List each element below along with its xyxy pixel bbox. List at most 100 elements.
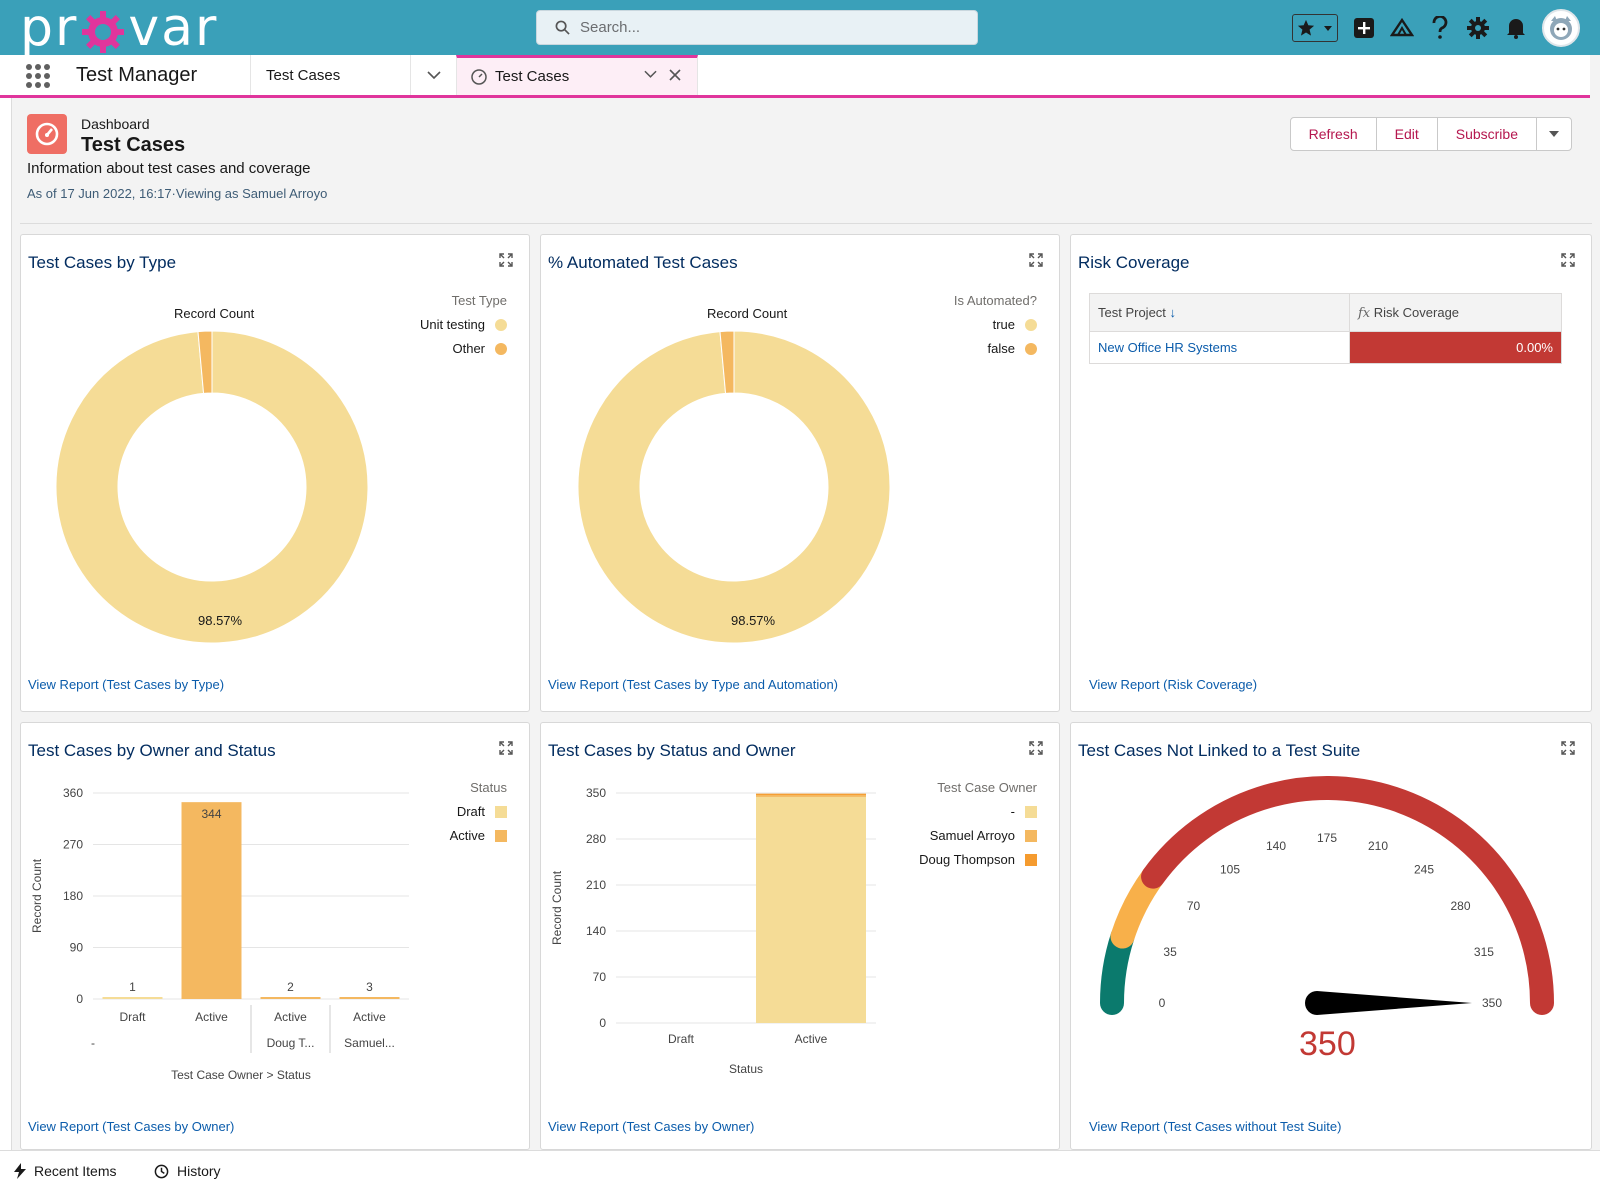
gauge-value-label: 350 — [1299, 1025, 1356, 1063]
bell-icon — [1507, 19, 1525, 39]
x-axis-label: Status — [729, 1062, 763, 1076]
view-report-link[interactable]: View Report (Risk Coverage) — [1089, 677, 1258, 692]
x-tick-label: Draft — [119, 1010, 146, 1024]
global-create-button[interactable] — [1352, 16, 1376, 40]
utility-bar: Recent Items History — [0, 1150, 1600, 1194]
astro-avatar-icon — [1550, 16, 1572, 40]
card-title: Test Cases by Status and Owner — [548, 741, 796, 760]
y-tick-label: 280 — [586, 832, 606, 846]
x-tick-label: Active — [353, 1010, 386, 1024]
workspace-tab-label: Test Cases — [495, 68, 570, 85]
dashboard-header: Dashboard Test Cases Information about t… — [20, 101, 1592, 224]
card-test-cases-by-type: Test Cases by Type Record Count Test Typ… — [20, 234, 530, 712]
y-axis-label: Record Count — [550, 870, 564, 945]
expand-icon[interactable] — [1029, 741, 1043, 755]
legend-item: Active — [450, 828, 507, 843]
y-tick-label: 180 — [63, 889, 83, 903]
notifications-button[interactable] — [1504, 16, 1528, 40]
nav-item-test-cases[interactable]: Test Cases — [250, 55, 410, 95]
y-tick-label: 0 — [599, 1016, 606, 1030]
favorites-button[interactable] — [1292, 14, 1338, 42]
refresh-button[interactable]: Refresh — [1291, 118, 1377, 150]
y-tick-label: 270 — [63, 838, 83, 852]
bar — [260, 997, 321, 999]
dashboard-timestamp: As of 17 Jun 2022, 16:17·Viewing as Samu… — [27, 186, 328, 201]
workspace-tab-test-cases[interactable]: Test Cases — [456, 55, 698, 95]
gauge-tick-label: 245 — [1414, 863, 1434, 877]
legend-title: Is Automated? — [953, 293, 1037, 308]
dashboard-icon — [27, 114, 67, 154]
chevron-down-icon[interactable] — [644, 69, 657, 79]
edit-button[interactable]: Edit — [1377, 118, 1438, 150]
search-placeholder: Search... — [580, 19, 641, 36]
chevron-down-icon — [426, 71, 441, 80]
global-search-input[interactable]: Search... — [536, 10, 978, 45]
expand-icon[interactable] — [499, 253, 513, 267]
subscribe-button[interactable]: Subscribe — [1438, 118, 1537, 150]
donut-slice — [197, 330, 213, 394]
card-title: Test Cases by Type — [28, 253, 177, 272]
logo-text-left: pr — [20, 0, 79, 58]
donut-value-label: 98.57% — [731, 613, 776, 628]
expand-icon[interactable] — [1029, 253, 1043, 267]
plus-icon — [1354, 18, 1374, 38]
history-button[interactable]: History — [154, 1163, 221, 1179]
donut-slice — [719, 330, 735, 394]
card-title: Test Cases by Owner and Status — [28, 741, 276, 760]
gauge-tick-label: 280 — [1450, 899, 1470, 913]
app-launcher-icon[interactable] — [26, 64, 50, 88]
chevron-down-icon — [1549, 131, 1559, 137]
lightning-icon — [14, 1163, 26, 1179]
trailhead-button[interactable] — [1390, 16, 1414, 40]
view-report-link[interactable]: View Report (Test Cases without Test Sui… — [1089, 1119, 1342, 1134]
legend-item: - — [1011, 804, 1037, 819]
y-tick-label: 360 — [63, 786, 83, 800]
project-link[interactable]: New Office HR Systems — [1089, 331, 1350, 364]
left-edge-panel — [0, 98, 12, 1150]
user-avatar[interactable] — [1542, 9, 1580, 47]
search-icon — [555, 20, 570, 35]
y-axis-label: Record Count — [30, 858, 44, 933]
gauge-tick-label: 0 — [1159, 996, 1166, 1010]
card-status-and-owner: Test Cases by Status and Owner Test Case… — [540, 722, 1060, 1150]
help-button[interactable] — [1428, 16, 1452, 40]
expand-icon[interactable] — [1561, 741, 1575, 755]
y-tick-label: 140 — [586, 924, 606, 938]
gauge-tick-label: 315 — [1474, 945, 1494, 959]
gauge-tick-label: 70 — [1187, 899, 1201, 913]
column-header-test-project[interactable]: Test Project ↓ — [1089, 293, 1350, 332]
dashboard-actions: Refresh Edit Subscribe — [1289, 117, 1572, 151]
card-title: % Automated Test Cases — [548, 253, 738, 272]
page-title: Test Cases — [81, 134, 186, 156]
more-actions-button[interactable] — [1537, 118, 1571, 150]
settings-gear-icon — [1467, 17, 1489, 39]
x-tick-label: Draft — [668, 1032, 695, 1046]
view-report-link[interactable]: View Report (Test Cases by Type and Auto… — [548, 677, 839, 692]
nav-item-menu-button[interactable] — [410, 55, 456, 95]
y-tick-label: 350 — [586, 786, 606, 800]
column-header-risk-coverage[interactable]: fx Risk Coverage — [1349, 293, 1562, 332]
table-row: New Office HR Systems 0.00% — [1089, 331, 1562, 364]
expand-icon[interactable] — [1561, 253, 1575, 267]
dashboard-description: Information about test cases and coverag… — [27, 160, 311, 177]
view-report-link[interactable]: View Report (Test Cases by Type) — [28, 677, 225, 692]
expand-icon[interactable] — [499, 741, 513, 755]
gauge-tick-label: 350 — [1482, 996, 1502, 1010]
close-icon[interactable] — [669, 69, 681, 81]
gauge-chart: 0 35 70 105 140 175 210 245 280 315 350 — [1100, 776, 1554, 1015]
y-tick-label: 70 — [593, 970, 607, 984]
x-group-label: Samuel... — [344, 1036, 395, 1050]
app-name: Test Manager — [76, 64, 198, 86]
view-report-link[interactable]: View Report (Test Cases by Owner) — [28, 1119, 235, 1134]
view-report-link[interactable]: View Report (Test Cases by Owner) — [548, 1119, 755, 1134]
legend-title: Status — [470, 780, 507, 795]
donut-slice — [577, 330, 891, 644]
legend-item: Draft — [457, 804, 507, 819]
clock-icon — [154, 1164, 169, 1178]
provar-logo[interactable]: pr var — [20, 0, 218, 58]
setup-button[interactable] — [1466, 16, 1490, 40]
recent-items-button[interactable]: Recent Items — [14, 1163, 116, 1179]
dashboard-gauge-icon — [35, 122, 59, 146]
y-tick-label: 0 — [76, 992, 83, 1006]
card-owner-and-status: Test Cases by Owner and Status Status Dr… — [20, 722, 530, 1150]
